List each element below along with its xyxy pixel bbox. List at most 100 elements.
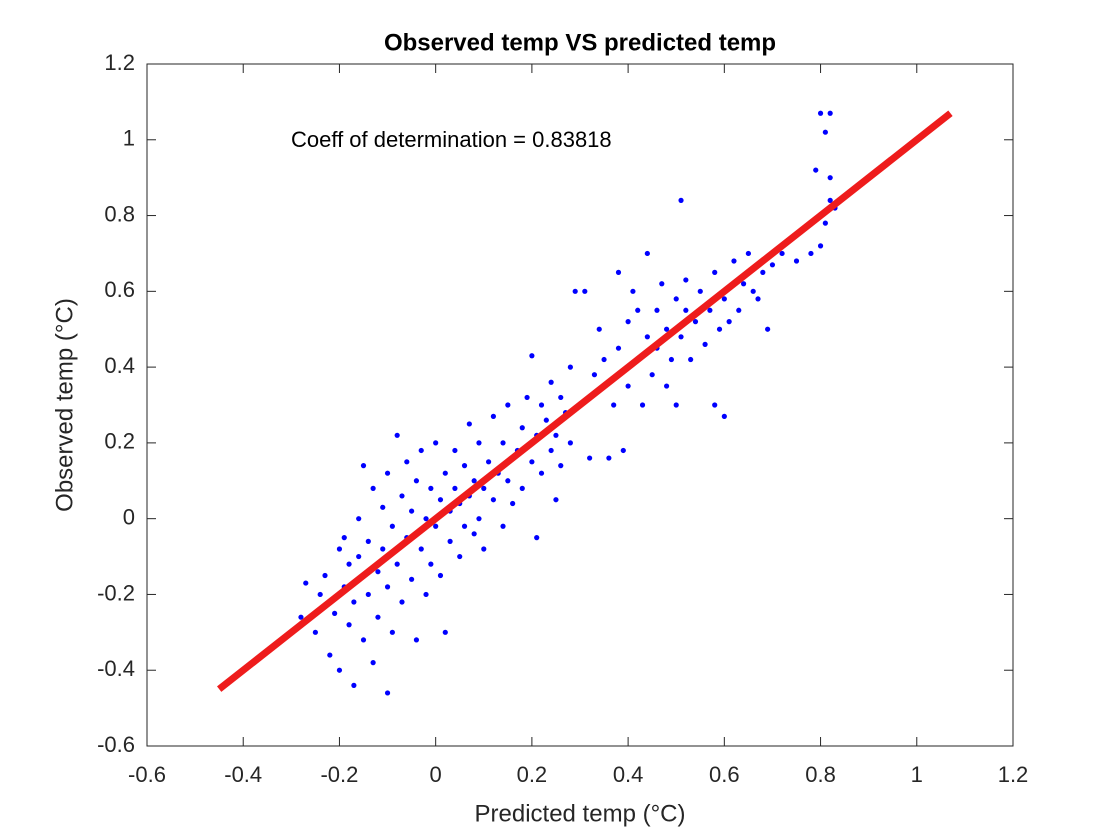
y-tick-label: 0.8	[104, 201, 135, 226]
point	[692, 319, 699, 325]
point	[442, 470, 448, 476]
point	[303, 580, 309, 586]
point	[611, 402, 617, 408]
point	[346, 561, 352, 567]
point	[567, 440, 573, 446]
point	[591, 372, 598, 378]
point	[529, 459, 535, 465]
point	[750, 288, 756, 294]
point	[437, 572, 444, 579]
point	[721, 413, 727, 419]
x-tick-label: 0.4	[613, 762, 644, 787]
point	[418, 447, 424, 454]
point	[428, 485, 434, 491]
point	[433, 440, 439, 446]
y-tick-label: 0.6	[104, 277, 135, 302]
point	[649, 372, 655, 378]
point	[500, 523, 506, 529]
point	[765, 326, 771, 332]
point	[572, 288, 578, 294]
point	[375, 569, 381, 575]
point	[384, 470, 391, 476]
point	[808, 250, 814, 257]
point	[659, 281, 665, 287]
point	[822, 129, 828, 135]
point	[317, 591, 323, 598]
point	[558, 463, 564, 469]
point	[423, 516, 429, 522]
point	[380, 504, 386, 510]
point	[668, 356, 675, 363]
point	[500, 440, 506, 446]
point	[327, 652, 333, 658]
marks	[217, 110, 953, 696]
point	[476, 440, 482, 446]
point	[476, 516, 482, 522]
y-tick-label: 0.2	[104, 429, 135, 454]
point	[413, 637, 420, 643]
point	[524, 394, 530, 401]
point	[481, 485, 487, 491]
point	[519, 425, 525, 431]
point	[490, 497, 496, 503]
point	[519, 485, 525, 491]
x-tick-label: 0.6	[709, 762, 740, 787]
point	[543, 417, 549, 423]
point	[442, 629, 448, 635]
x-tick-label: -0.6	[128, 762, 166, 787]
point	[683, 307, 689, 313]
point	[755, 296, 761, 302]
point	[471, 531, 477, 537]
point	[625, 383, 631, 389]
y-tick-label: -0.2	[97, 580, 135, 605]
point	[615, 345, 622, 351]
x-tick-label: 0	[430, 762, 442, 787]
point	[548, 379, 554, 385]
point	[712, 269, 718, 275]
point	[567, 364, 573, 370]
point	[346, 622, 352, 628]
point	[481, 546, 487, 552]
chart-title: Observed temp VS predicted temp	[384, 29, 776, 56]
point	[399, 493, 405, 499]
fit-line	[217, 110, 953, 692]
point	[505, 402, 511, 408]
point	[510, 500, 516, 507]
point	[428, 561, 434, 567]
point	[466, 421, 472, 427]
point	[384, 690, 391, 696]
point	[471, 478, 477, 484]
point	[707, 307, 713, 313]
point	[399, 599, 405, 605]
point	[760, 269, 766, 275]
point	[587, 455, 593, 461]
x-tick-label: 0.8	[805, 762, 836, 787]
x-axis-label: Predicted temp (°C)	[475, 800, 686, 827]
point	[336, 667, 343, 673]
point	[664, 383, 670, 389]
point	[817, 110, 824, 116]
point	[702, 341, 708, 347]
point	[827, 175, 833, 181]
point	[582, 288, 588, 294]
point	[461, 463, 468, 469]
point	[529, 353, 535, 359]
point	[779, 250, 785, 257]
point	[673, 402, 679, 408]
point	[404, 459, 410, 465]
point	[644, 334, 650, 340]
point	[447, 538, 453, 545]
point	[615, 269, 622, 275]
y-tick-label: -0.4	[97, 656, 135, 681]
x-tick-label: -0.2	[320, 762, 358, 787]
point	[298, 614, 304, 620]
point	[813, 167, 819, 173]
axes-box	[146, 63, 1014, 747]
point	[769, 262, 776, 268]
point	[822, 220, 828, 226]
point	[678, 334, 684, 340]
point	[721, 296, 727, 302]
point	[505, 478, 511, 484]
